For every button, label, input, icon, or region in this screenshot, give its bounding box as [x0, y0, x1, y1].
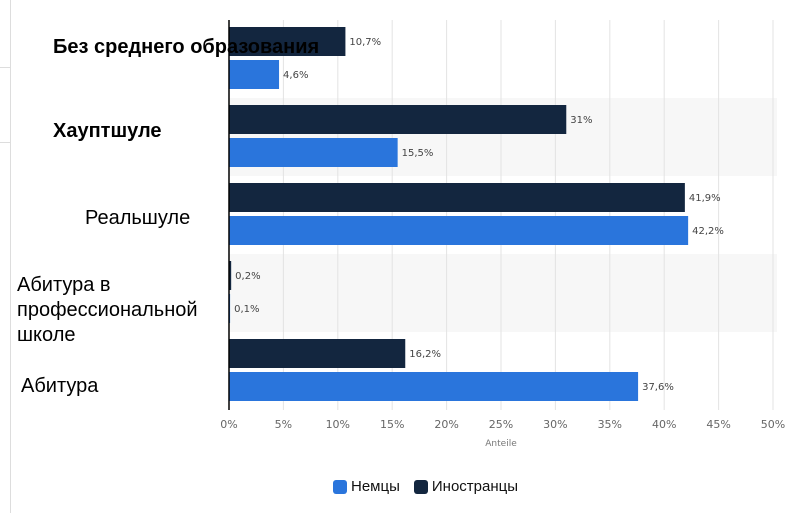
bar-foreigners	[229, 183, 685, 212]
x-tick-label: 25%	[489, 418, 513, 431]
legend-label: Иностранцы	[431, 478, 518, 495]
bar-germans	[229, 138, 398, 167]
bar-foreigners	[229, 27, 346, 56]
data-label: 10,7%	[349, 37, 381, 48]
legend-item-foreigners[interactable]: Иностранцы	[413, 478, 518, 495]
data-label: 16,2%	[409, 349, 441, 360]
x-tick-label: 35%	[598, 418, 622, 431]
x-tick-label: 5%	[275, 418, 292, 431]
band-background	[229, 254, 777, 332]
data-label: 0,2%	[235, 271, 260, 282]
x-tick-label: 45%	[706, 418, 730, 431]
x-tick-label: 30%	[543, 418, 567, 431]
x-axis-label: Anteile	[485, 439, 517, 449]
bar-foreigners	[229, 261, 232, 290]
bar-germans	[229, 216, 689, 245]
legend-swatch	[413, 479, 428, 494]
data-label: 41,9%	[689, 193, 721, 204]
category-label: Без среднего образования	[53, 36, 320, 58]
x-tick-label: 50%	[761, 418, 785, 431]
data-label: 0,1%	[234, 304, 259, 315]
data-label: 42,2%	[692, 226, 724, 237]
legend-label: Немцы	[351, 478, 400, 495]
frame-line	[0, 67, 10, 68]
category-label: Реальшуле	[85, 207, 191, 229]
legend: Немцы Иностранцы	[333, 478, 532, 495]
category-label: Хауптшуле	[53, 120, 162, 142]
frame-line	[0, 142, 10, 143]
frame-line	[10, 0, 11, 513]
x-tick-label: 40%	[652, 418, 676, 431]
bar-foreigners	[229, 339, 406, 368]
data-label: 31%	[570, 115, 592, 126]
legend-swatch	[333, 479, 347, 494]
x-tick-label: 15%	[380, 418, 404, 431]
legend-item-germans[interactable]: Немцы	[333, 478, 400, 495]
bar-germans	[229, 60, 280, 89]
x-tick-label: 20%	[434, 418, 458, 431]
data-label: 4,6%	[283, 70, 308, 81]
data-label: 15,5%	[402, 148, 434, 159]
x-tick-label: 0%	[220, 418, 237, 431]
data-label: 37,6%	[642, 382, 674, 393]
bar-germans	[229, 372, 639, 401]
bar-foreigners	[229, 105, 567, 134]
x-tick-label: 10%	[326, 418, 350, 431]
category-label: Абитура в профессиональной школе	[17, 274, 198, 346]
category-label: Абитура	[21, 375, 99, 397]
